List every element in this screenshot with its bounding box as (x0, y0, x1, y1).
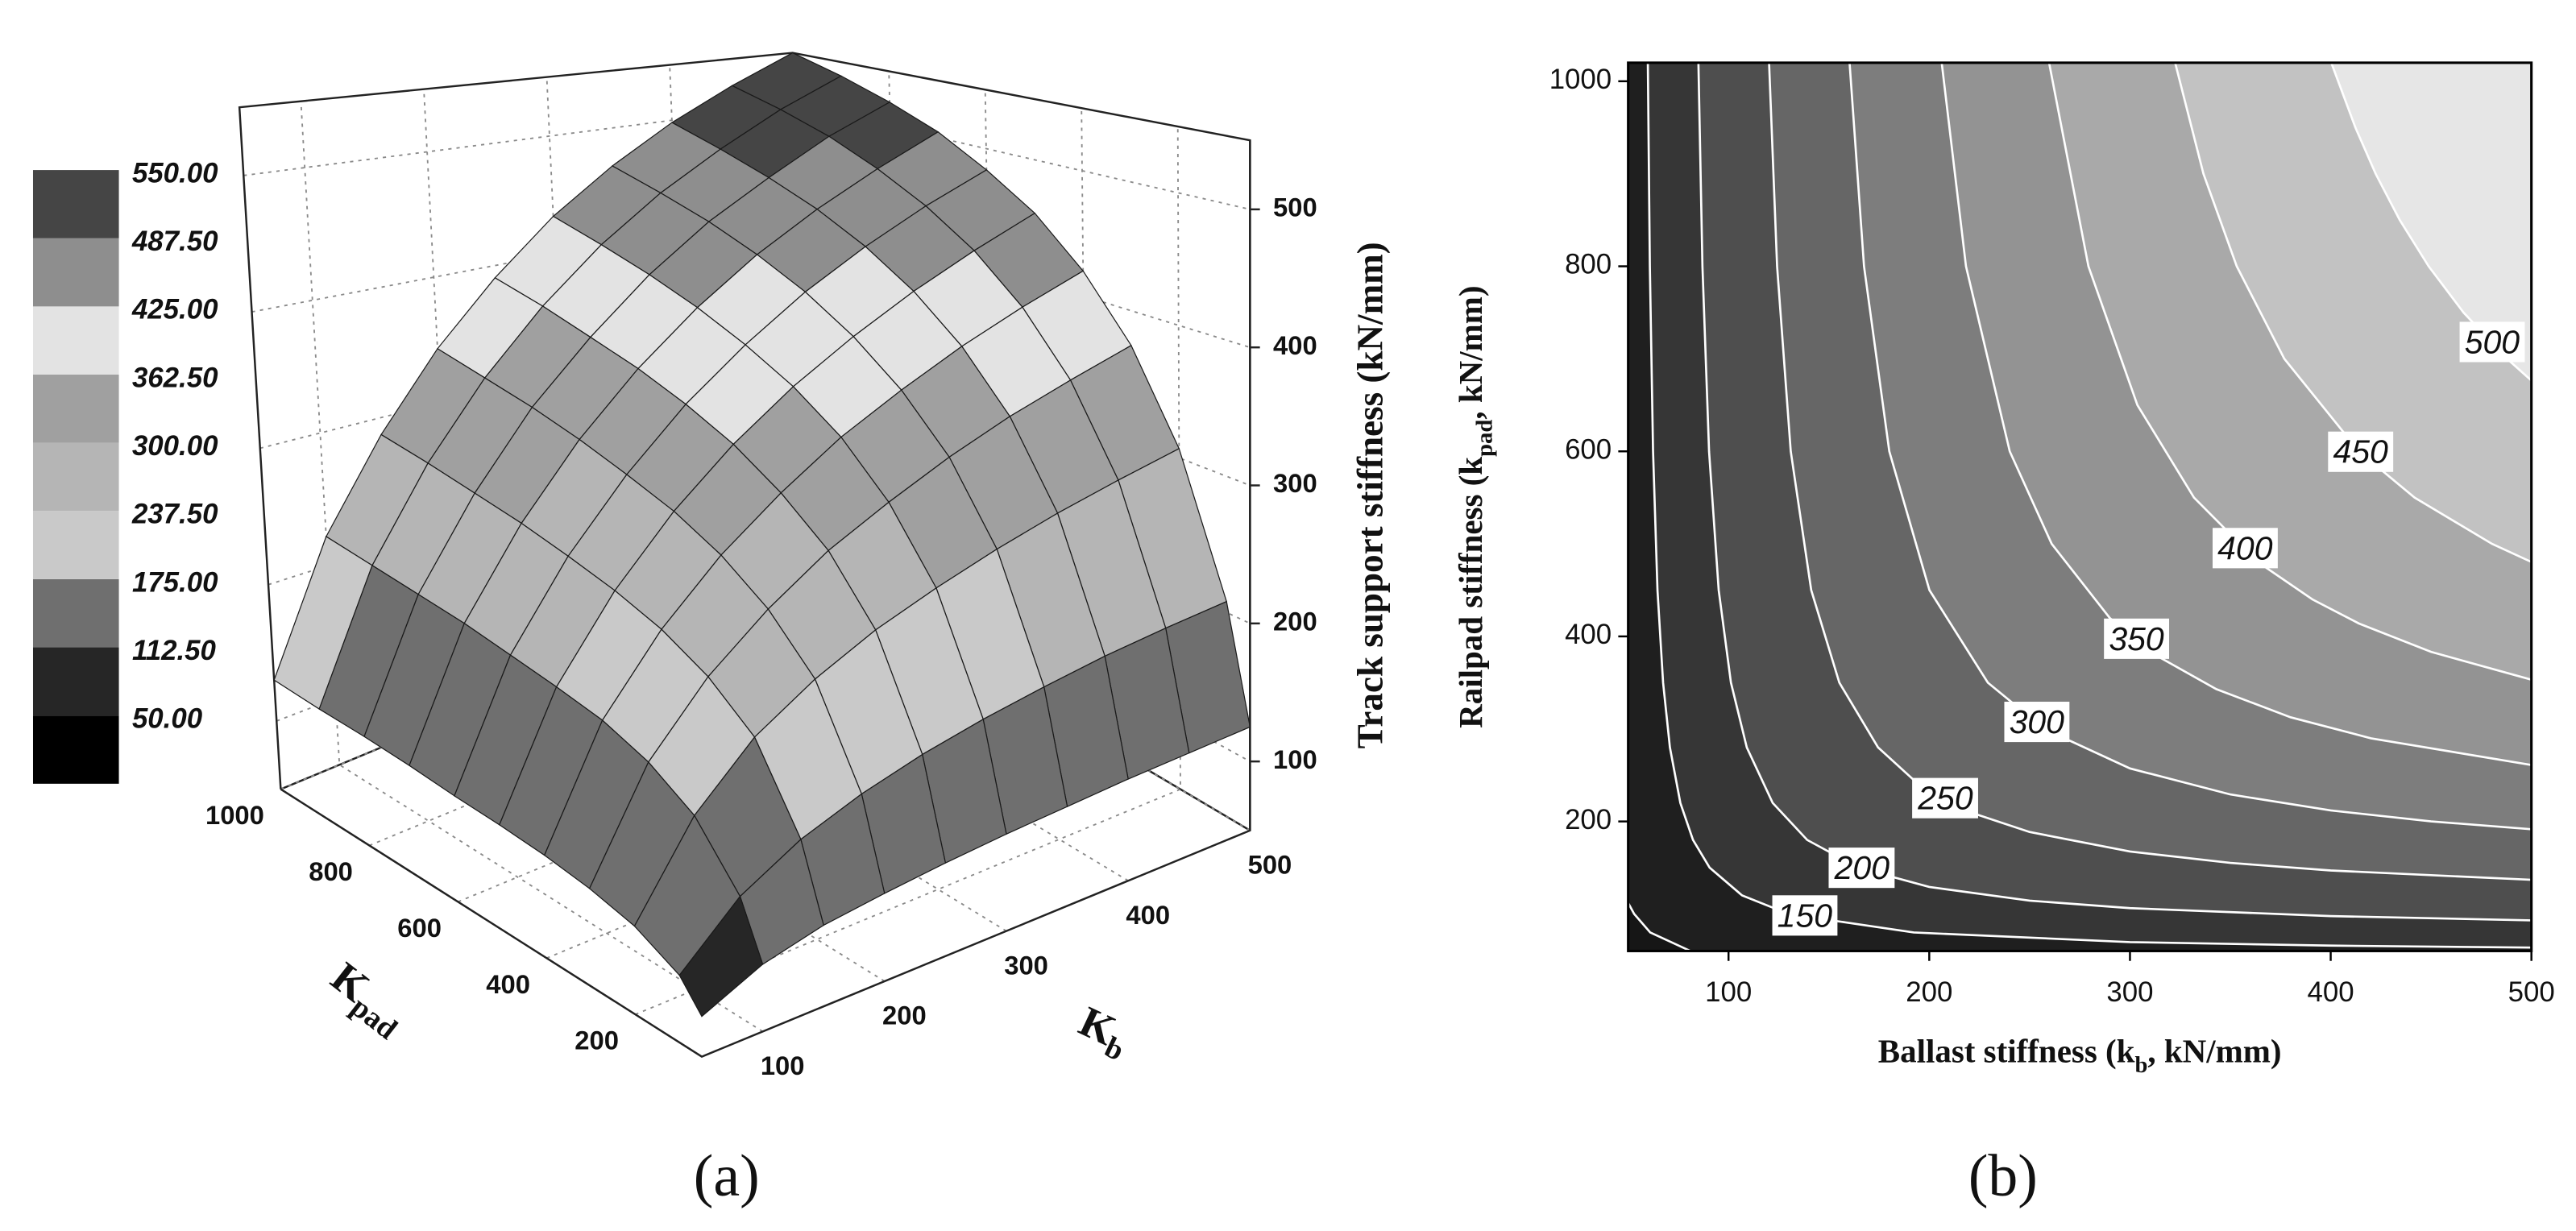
colorbar-box (32, 578, 119, 648)
z-axis-title: Track support stiffness (kN/mm) (1350, 242, 1390, 748)
colorbar-box (32, 170, 119, 238)
contour-label: 250 (1917, 780, 1973, 817)
label-part: Railpad stiffness (k (1452, 457, 1489, 728)
surface-cell (678, 895, 764, 1018)
plot-frame (1627, 61, 2533, 952)
y-tick-label: 200 (1565, 804, 1612, 835)
colorbar-label: 112.50 (132, 635, 217, 666)
x-tick-label: 200 (882, 1001, 927, 1030)
colorbar-box (32, 442, 119, 512)
contour-label-bg (1828, 848, 1895, 889)
colorbar-label: 550.00 (132, 157, 218, 189)
contour-line (1627, 902, 1691, 952)
colorbar-label: 175.00 (132, 566, 218, 598)
contour-line (1646, 62, 2532, 949)
contour-label-bg (2459, 321, 2525, 363)
grid-line (300, 101, 764, 1033)
colorbar-box (32, 238, 119, 307)
y-tick-label: 800 (1565, 249, 1612, 280)
label-part: , kN/mm) (1452, 285, 1489, 419)
colorbar-label: 425.00 (131, 294, 218, 325)
contour-label: 500 (2465, 323, 2520, 360)
contour-label: 300 (2010, 703, 2065, 740)
colorbar-box (32, 715, 119, 784)
contour-label-bg (2328, 431, 2394, 472)
x-axis-title: Kb (1069, 997, 1138, 1067)
y-tick-label: 1000 (1549, 64, 1612, 95)
contour-label: 350 (2109, 620, 2164, 657)
colorbar-label: 237.50 (131, 499, 218, 530)
colorbar-box (32, 511, 119, 579)
panel-label: (a) (694, 1142, 760, 1208)
x-tick-label: 500 (1248, 850, 1292, 880)
x-tick-label: 500 (2508, 976, 2555, 1008)
contour-label-bg (1772, 895, 1838, 936)
y-tick-label: 200 (575, 1026, 619, 1055)
y-axis-title: Railpad stiffness (kpad, kN/mm) (1452, 285, 1497, 727)
contour-label-bg (2213, 528, 2278, 569)
z-tick-label: 100 (1273, 744, 1317, 774)
contour-label: 200 (1834, 849, 1890, 886)
subscript: b (2134, 1051, 2147, 1077)
y-tick-label: 400 (1565, 619, 1612, 650)
label-part: , kN/mm) (2147, 1033, 2281, 1070)
colorbar-box (32, 374, 119, 443)
z-tick-label: 200 (1273, 606, 1317, 636)
y-tick-label: 600 (1565, 433, 1612, 465)
z-tick-label: 300 (1273, 468, 1317, 498)
contour-label-bg (1912, 777, 1978, 819)
x-axis-title: Ballast stiffness (kb, kN/mm) (1878, 1033, 2282, 1078)
y-tick-label: 400 (486, 969, 530, 999)
x-tick-label: 200 (1906, 976, 1952, 1008)
y-axis-title: Kpad (318, 953, 416, 1046)
x-tick-label: 100 (761, 1051, 805, 1080)
colorbar-label: 50.00 (132, 703, 203, 735)
colorbar-box (32, 647, 119, 716)
colorbar-box (32, 306, 119, 375)
label-part: Ballast stiffness (k (1878, 1033, 2135, 1070)
contour-label-bg (2104, 618, 2170, 659)
x-tick-label: 100 (1705, 976, 1752, 1008)
x-tick-label: 400 (1126, 900, 1170, 930)
x-tick-label: 400 (2308, 976, 2354, 1008)
x-tick-label: 300 (2106, 976, 2153, 1008)
y-tick-label: 1000 (205, 800, 264, 830)
colorbar-label: 300.00 (132, 430, 218, 462)
colorbar-label: 362.50 (132, 362, 218, 393)
contour-line (2174, 62, 2532, 563)
contour-label: 450 (2333, 433, 2388, 470)
panel-label: (b) (1968, 1142, 2038, 1208)
contour-label: 400 (2217, 529, 2273, 566)
y-tick-label: 800 (309, 856, 353, 886)
contour-band (2331, 62, 2532, 381)
contour-line (1697, 62, 2532, 922)
subscript: pad (1471, 420, 1497, 457)
contour-label-bg (2004, 702, 2070, 743)
x-tick-label: 300 (1004, 950, 1048, 980)
contour-label: 150 (1777, 897, 1833, 934)
z-tick-label: 400 (1273, 330, 1317, 360)
y-tick-label: 600 (397, 913, 442, 943)
colorbar-label: 487.50 (131, 226, 218, 257)
z-tick-label: 500 (1273, 193, 1317, 222)
